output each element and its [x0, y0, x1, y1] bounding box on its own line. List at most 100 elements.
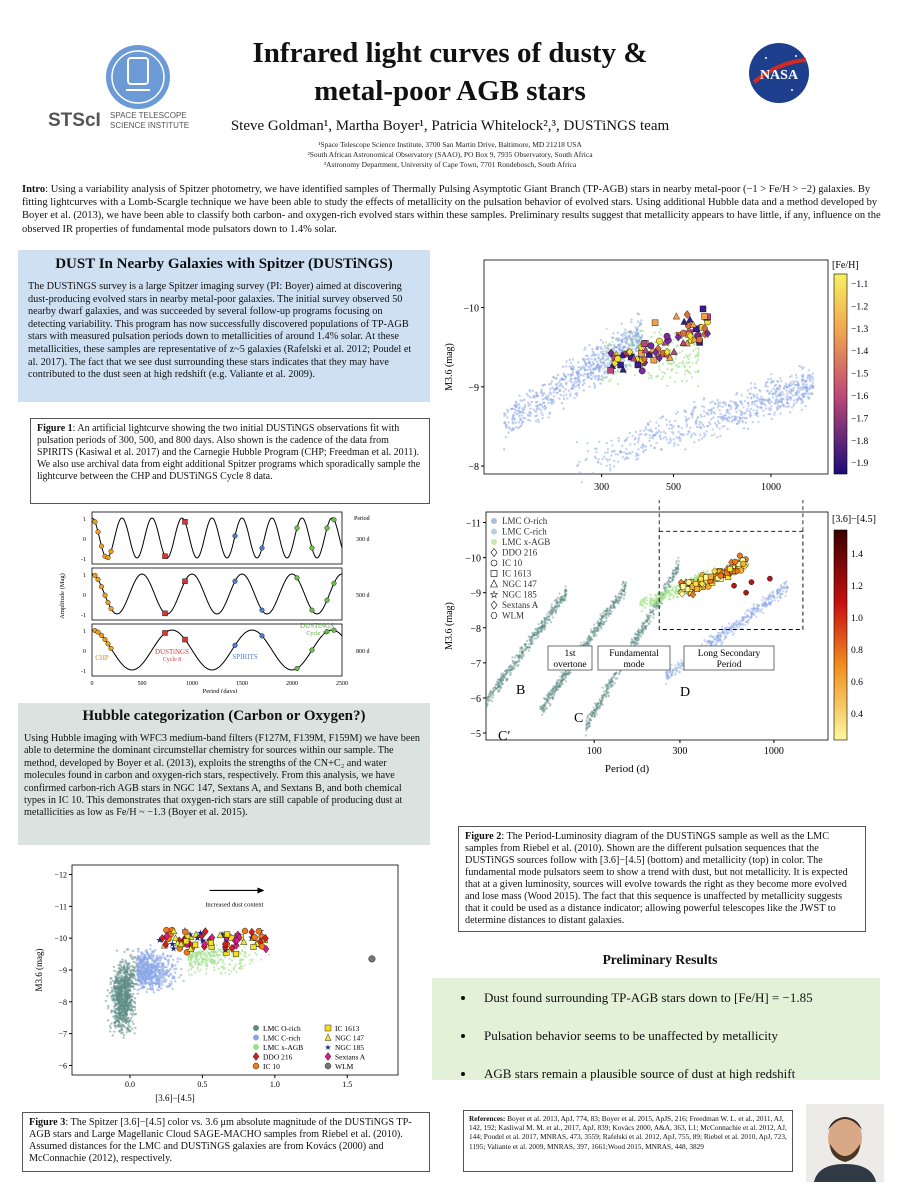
y-tick-label: 1 [83, 629, 86, 635]
lmc-point [592, 352, 596, 355]
lmc-point [617, 595, 620, 598]
lmc-point [597, 705, 600, 708]
lmc-point [550, 613, 553, 617]
lmc-point [540, 390, 543, 394]
lmc-c-rich-point [174, 964, 177, 967]
lmc-xagb-point [678, 362, 681, 365]
lmc-point [560, 677, 563, 680]
lmc-o-rich-point [113, 982, 116, 985]
lmc-x-agb-point [228, 963, 231, 966]
lmc-x-agb-point [208, 952, 211, 956]
lmc-point [603, 694, 606, 697]
lmc-point [601, 623, 604, 626]
lmc-c-rich-point [155, 982, 158, 985]
lmc-o-rich-point [110, 1022, 113, 1025]
lmc-point [560, 596, 563, 599]
lmc-point [548, 612, 552, 616]
lmc-c-rich-point [141, 960, 144, 964]
lmc-c-rich-point [173, 971, 177, 974]
lmc-point [699, 427, 703, 430]
lmc-point [511, 659, 514, 662]
lmc-point [635, 636, 638, 640]
lmc-c-rich-point [137, 948, 140, 951]
lmc-point [665, 582, 668, 585]
lmc-x-agb-point [192, 954, 195, 957]
lmc-point [691, 412, 694, 416]
lmc-c-rich-point [142, 984, 145, 988]
lmc-point [651, 435, 654, 438]
lmc-point [601, 617, 604, 620]
lmc-point [592, 633, 595, 636]
lmc-o-rich-point [115, 949, 119, 952]
lmc-point [558, 384, 561, 387]
lmc-c-rich-point [157, 985, 161, 989]
lmc-o-rich-point [110, 1011, 113, 1014]
lmc-point [506, 416, 509, 419]
lmc-point [498, 679, 502, 682]
lmc-x-agb-point [243, 964, 246, 967]
lmc-point [648, 433, 651, 437]
lmc-o-rich-point [129, 1000, 132, 1004]
lmc-c-rich-point [148, 988, 152, 991]
lmc-point [636, 312, 639, 315]
lmc-point [645, 619, 648, 622]
lmc-point [648, 608, 652, 611]
lmc-xagb-point [683, 356, 686, 359]
lmc-point [555, 608, 558, 611]
lmc-xagb-point [697, 353, 700, 356]
lmc-point [526, 646, 529, 649]
lmc-point [593, 709, 596, 713]
lmc-o-rich-point [114, 992, 118, 995]
lmc-o-rich-point [122, 964, 126, 967]
lmc-point [573, 396, 576, 400]
lmc-point [624, 591, 627, 594]
lmc-point [742, 412, 746, 415]
lmc-point [539, 630, 543, 633]
affiliations: ¹Space Telescope Science Institute, 3700… [200, 140, 700, 170]
lmc-point [577, 371, 580, 374]
lmc-point [509, 668, 512, 671]
lmc-point [605, 691, 608, 694]
lmc-point [708, 421, 711, 424]
lmc-point [677, 430, 680, 434]
lmc-point [504, 670, 508, 673]
lmc-point [587, 365, 590, 369]
lmc-xagb-point [695, 354, 698, 357]
lmc-o-rich-point [117, 1006, 121, 1009]
lmc-xagb-point [607, 380, 611, 383]
lmc-x-agb-point [191, 953, 194, 956]
y-tick-label: −10 [463, 304, 479, 315]
lmc-c-rich-point [165, 974, 168, 977]
lmc-point [739, 413, 743, 416]
panel-frame [91, 623, 343, 677]
lmc-point [524, 647, 528, 650]
lmc-o-rich-point [131, 949, 135, 953]
figure3-caption-label: Figure 3 [29, 1117, 66, 1128]
lmc-point [518, 394, 521, 397]
lmc-o-rich-point [126, 962, 130, 965]
lmc-point [688, 430, 691, 434]
lmc-c-rich-point [150, 969, 153, 973]
legend-marker: ★ [324, 1043, 331, 1052]
lmc-point [641, 444, 644, 447]
lmc-point [548, 692, 551, 695]
lmc-point [520, 655, 523, 658]
lmc-x-agb-point [199, 968, 202, 971]
lmc-c-rich-point [143, 974, 146, 977]
lmc-point [756, 406, 759, 409]
lmc-point [666, 580, 670, 583]
lmc-point [491, 700, 494, 703]
lmc-point [746, 389, 749, 392]
lmc-point [591, 713, 594, 716]
legend-marker [253, 1025, 259, 1031]
lmc-xagb-point [613, 373, 616, 376]
lmc-c-rich-point [149, 957, 153, 960]
lmc-point [631, 450, 634, 454]
lmc-point [537, 634, 540, 637]
lmc-x-agb-point [239, 961, 242, 965]
lmc-point [616, 601, 619, 604]
lmc-point [524, 645, 527, 648]
lmc-point [618, 596, 621, 600]
lmc-point [558, 678, 562, 681]
lmc-point [571, 364, 574, 368]
